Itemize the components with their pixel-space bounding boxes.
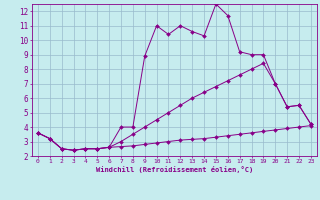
X-axis label: Windchill (Refroidissement éolien,°C): Windchill (Refroidissement éolien,°C)	[96, 166, 253, 173]
